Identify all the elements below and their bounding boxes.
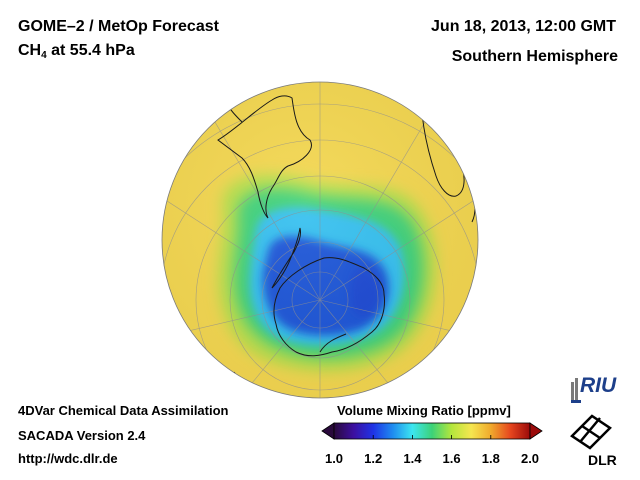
pressure-level: at 55.4 hPa — [46, 42, 135, 59]
colorbar-right-arrow — [529, 422, 543, 440]
colorbar-tick-label: 1.6 — [442, 451, 461, 466]
forecast-datetime: Jun 18, 2013, 12:00 GMT — [431, 18, 616, 35]
antarctica-coastline — [273, 257, 385, 357]
graticule — [162, 82, 478, 398]
antarctic-peninsula — [271, 227, 301, 289]
colorbar-tick-label: 1.0 — [324, 451, 344, 466]
globe-map — [161, 81, 479, 399]
species-subscript: 4 — [41, 50, 47, 61]
riu-logo-text: RIU — [580, 374, 617, 397]
ross-ice-shelf — [319, 333, 347, 353]
dlr-logo — [570, 414, 612, 450]
map-title: GOME–2 / MetOp Forecast — [18, 18, 219, 35]
riu-logo — [571, 378, 581, 403]
map-subtitle: CH4 at 55.4 hPa — [18, 42, 135, 61]
colorbar-left-arrow — [321, 422, 335, 440]
colorbar-tick-label: 1.2 — [364, 451, 383, 466]
south-america-coastline — [217, 95, 312, 219]
assimilation-label: 4DVar Chemical Data Assimilation — [18, 403, 229, 418]
colorbar-scale — [333, 422, 531, 440]
colorbar-tick-label: 1.8 — [481, 451, 500, 466]
colorbar-title: Volume Mixing Ratio [ppmv] — [337, 403, 511, 418]
colorbar-tick-label: 1.4 — [403, 451, 422, 466]
website-link[interactable]: http://wdc.dlr.de — [18, 451, 118, 466]
colorbar — [321, 422, 543, 440]
colorbar-tick-label: 2.0 — [520, 451, 540, 466]
species-name: CH — [18, 42, 42, 59]
hemisphere-label: Southern Hemisphere — [451, 48, 618, 65]
dlr-logo-text: DLR — [588, 452, 617, 468]
version-label: SACADA Version 2.4 — [18, 428, 146, 443]
